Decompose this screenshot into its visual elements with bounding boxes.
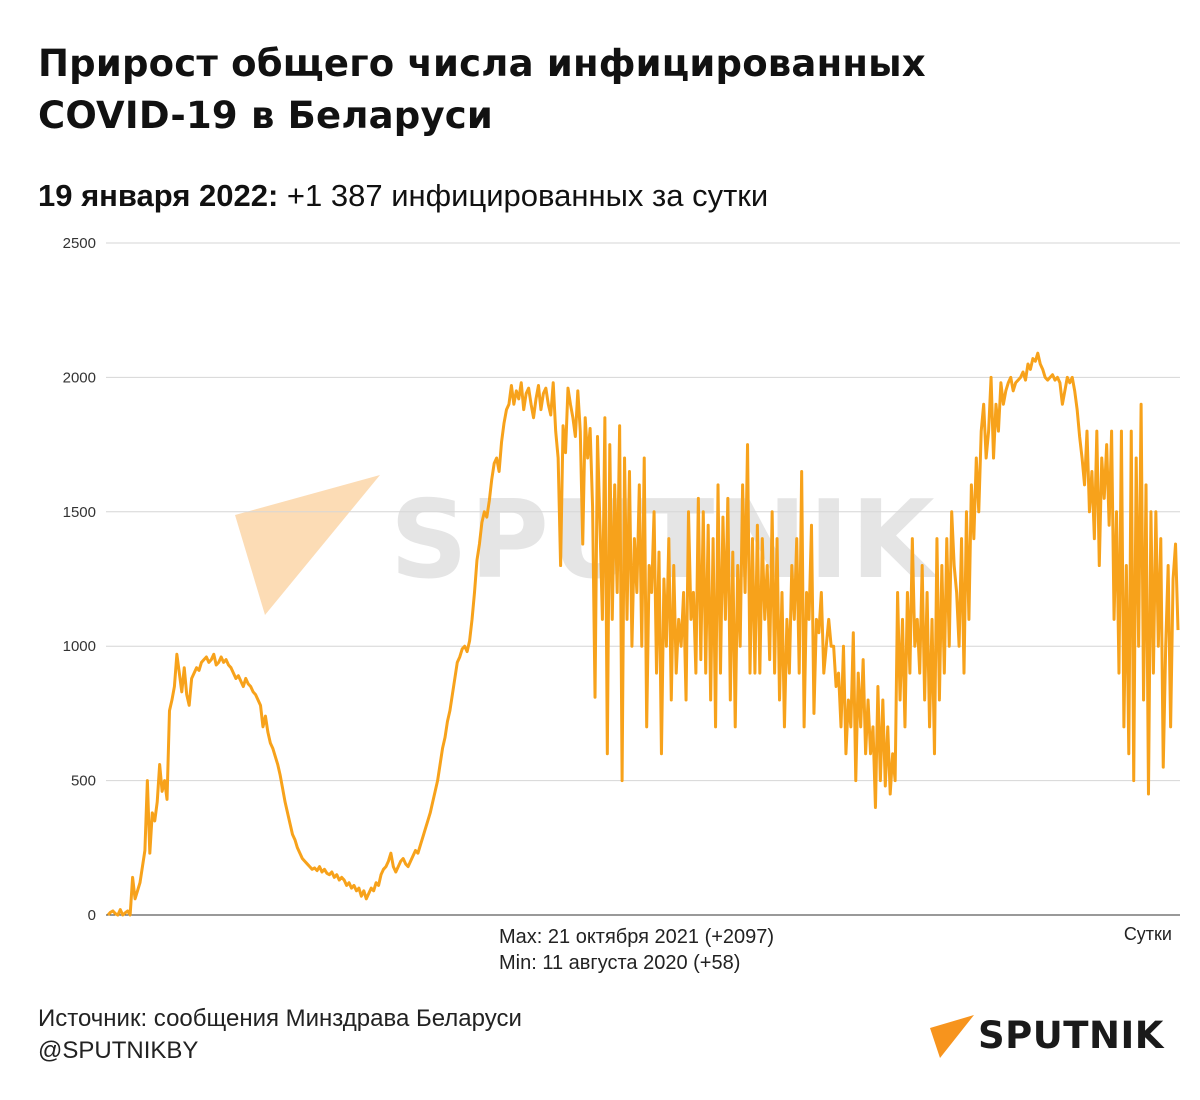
y-tick-label: 1000 <box>63 638 96 655</box>
brand-logo: SPUTNIK <box>928 1010 1178 1060</box>
y-tick-label: 1500 <box>63 504 96 521</box>
sputnik-logo-icon <box>930 1015 974 1058</box>
y-tick-label: 500 <box>71 773 96 790</box>
y-tick-label: 0 <box>88 907 96 924</box>
y-tick-label: 2500 <box>63 235 96 252</box>
source-note: Источник: сообщения Минздрава Беларуси <box>38 1005 522 1032</box>
chart-subtitle: 19 января 2022: +1 387 инфицированных за… <box>38 176 768 216</box>
chart-title: Прирост общего числа инфицированных COVI… <box>38 42 926 137</box>
subtitle-text: +1 387 инфицированных за сутки <box>278 178 769 213</box>
x-axis-label: Сутки <box>1123 924 1172 944</box>
social-handle: @SPUTNIKBY <box>38 1037 199 1064</box>
series-line <box>106 351 1180 917</box>
brand-name: SPUTNIK <box>978 1013 1164 1057</box>
y-tick-label: 2000 <box>63 369 96 386</box>
max-note: Max: 21 октября 2021 (+2097) <box>499 926 775 948</box>
min-note: Min: 11 августа 2020 (+58) <box>499 952 741 974</box>
subtitle-date: 19 января 2022: <box>38 178 279 213</box>
